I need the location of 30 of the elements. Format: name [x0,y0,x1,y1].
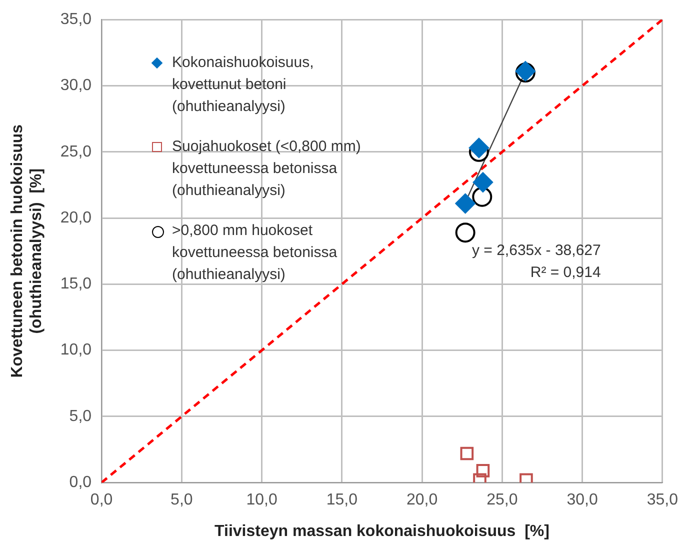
x-tick-label: 20,0 [406,492,438,509]
legend-label: >0,800 mm huokoset kovettuneessa betonissa (ohuthieanalyysi) [172,221,338,285]
point [455,193,476,214]
annotation: R² = 0,914 [529,263,601,283]
y-tick-label: 0,0 [69,474,92,492]
x-axis-title: Tiivisteyn massan kokonaishuokoisuus [%] [214,522,550,540]
point [476,464,490,478]
point [472,172,493,192]
point [472,186,492,207]
x-tick-label: 10,0 [246,492,278,509]
legend-label: Kokonaishuokoisuus, kovettunut betoni (ohuthieanalyysi) [172,53,315,117]
x-tick-label: 25,0 [486,492,518,509]
y-tick-label: 35,0 [60,11,92,28]
annotation: y = 2,635x - 38,627 [472,241,601,261]
point [468,138,489,158]
y-tick-label: 10,0 [60,342,92,359]
y-tick-label: 5,0 [69,408,92,425]
x-tick-label: 35,0 [646,492,678,509]
x-tick-label: 15,0 [326,492,358,509]
y-axis-title: Kovettuneen betonin huokoisuus (ohuthieanalyysi) [%] [9,124,46,378]
y-tick-label: 20,0 [60,209,92,226]
x-tick-label: 30,0 [566,492,598,509]
x-tick-label: 0,0 [90,492,113,509]
y-tick-label: 15,0 [60,276,92,293]
point [455,222,476,243]
point [460,446,474,460]
y-tick-label: 25,0 [60,143,92,160]
x-tick-label: 5,0 [170,492,193,509]
legend-label: Suojahuokoset (<0,800 mm) kovettuneessa betonissa (ohuthieanalyysi) [172,137,362,201]
y-tick-label: 30,0 [60,77,92,94]
